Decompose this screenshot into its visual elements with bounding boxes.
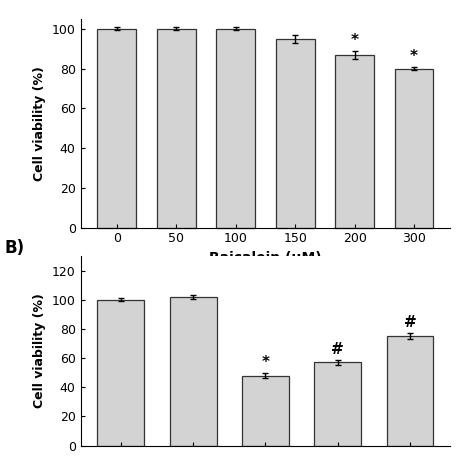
Bar bbox=[276, 39, 315, 228]
Bar bbox=[170, 297, 217, 446]
Bar bbox=[335, 55, 374, 228]
Y-axis label: Cell viability (%): Cell viability (%) bbox=[33, 66, 46, 181]
Bar bbox=[395, 69, 434, 228]
Text: *: * bbox=[410, 49, 418, 64]
Y-axis label: Cell viability (%): Cell viability (%) bbox=[33, 293, 46, 408]
Text: B): B) bbox=[5, 239, 25, 257]
Bar bbox=[242, 375, 289, 446]
X-axis label: Baicalein (μM): Baicalein (μM) bbox=[209, 251, 322, 265]
Bar bbox=[386, 336, 434, 446]
Text: #: # bbox=[404, 315, 416, 330]
Bar bbox=[314, 363, 361, 446]
Bar bbox=[97, 300, 145, 446]
Text: *: * bbox=[351, 33, 359, 48]
Text: #: # bbox=[331, 342, 344, 356]
Bar bbox=[216, 29, 255, 228]
Bar bbox=[97, 29, 136, 228]
Text: *: * bbox=[262, 356, 269, 371]
Bar bbox=[157, 29, 196, 228]
